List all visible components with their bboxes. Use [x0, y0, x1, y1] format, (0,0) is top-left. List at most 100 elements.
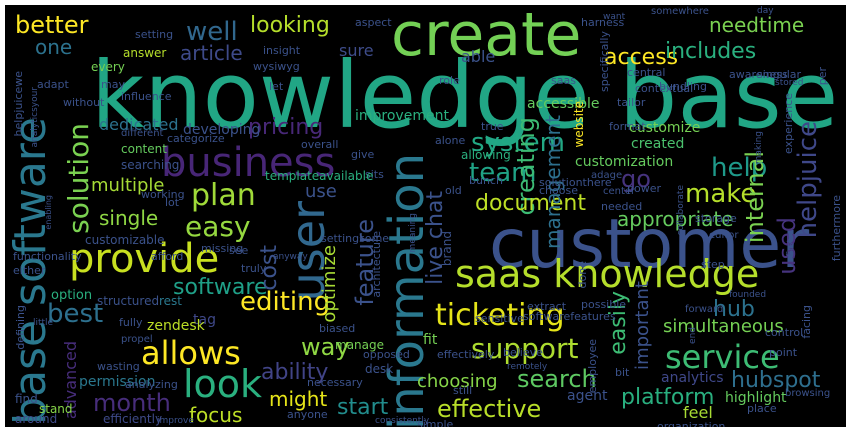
cloud-word: extract — [527, 300, 567, 313]
cloud-word: analyticsyour — [30, 87, 40, 148]
cloud-word: adage — [591, 170, 623, 181]
cloud-word: collaborate — [676, 185, 686, 236]
cloud-word: making — [754, 131, 764, 165]
cloud-word: optimize — [319, 245, 340, 323]
cloud-word: anyone — [287, 408, 328, 421]
cloud-word: setting — [135, 28, 174, 41]
cloud-word: simple — [417, 418, 454, 427]
cloud-word: old — [445, 184, 462, 197]
cloud-word: plan — [191, 178, 256, 213]
cloud-word: focus — [189, 403, 243, 427]
cloud-word: structured — [97, 294, 160, 308]
cloud-word: organization — [657, 420, 726, 427]
cloud-word: solution — [62, 123, 95, 234]
cloud-word: appropriate — [617, 207, 734, 231]
cloud-word: fully — [119, 316, 143, 329]
cloud-word: choose — [539, 184, 578, 197]
cloud-word: customizable — [85, 233, 165, 247]
cloud-word: analytics — [661, 370, 724, 386]
cloud-word: answer — [123, 46, 167, 60]
cloud-word: tag — [193, 312, 216, 328]
cloud-word: truly — [241, 262, 267, 275]
cloud-word: step — [701, 258, 725, 271]
cloud-word: furthermore — [830, 195, 843, 262]
cloud-word: employee — [586, 339, 599, 394]
cloud-word: developing — [183, 122, 261, 138]
cloud-word: center — [603, 186, 636, 197]
cloud-word: may — [101, 78, 125, 91]
cloud-word: allowing — [461, 148, 511, 162]
cloud-word: possible — [581, 298, 627, 311]
cloud-word: lot — [165, 196, 180, 209]
cloud-word: wasting — [97, 360, 140, 373]
cloud-word: important — [632, 281, 653, 370]
cloud-word: every — [91, 60, 125, 74]
cloud-word: single — [99, 206, 159, 230]
cloud-word: platform — [621, 385, 715, 410]
cloud-word: let — [269, 80, 284, 93]
cloud-word: effectively — [437, 348, 495, 361]
cloud-word: overall — [301, 138, 339, 151]
cloud-word: content — [121, 142, 167, 156]
cloud-word: somewhere — [651, 6, 709, 17]
cloud-word: knowledge base — [91, 42, 839, 149]
cloud-word: control — [765, 326, 804, 339]
cloud-word: customization — [575, 154, 674, 170]
cloud-word: start — [337, 395, 389, 420]
cloud-word: founded — [729, 290, 767, 300]
cloud-word: hub — [713, 297, 755, 322]
cloud-word: aspect — [355, 16, 392, 29]
cloud-word: either — [13, 264, 46, 277]
cloud-word: point — [769, 346, 798, 359]
cloud-word: different — [121, 128, 164, 139]
cloud-word: adapt — [37, 78, 69, 91]
cloud-word: help — [711, 153, 768, 183]
cloud-word: anyway — [273, 252, 308, 262]
cloud-word: storage — [695, 212, 737, 225]
cloud-word: better — [15, 11, 89, 39]
cloud-word: website — [572, 101, 586, 148]
cloud-word: singular — [757, 68, 802, 81]
cloud-word: templateavailable — [265, 169, 374, 183]
cloud-word: desk — [365, 362, 394, 376]
cloud-word: look — [183, 362, 263, 406]
cloud-word: month — [93, 389, 171, 417]
cloud-word: service — [665, 338, 780, 376]
cloud-word: choosing — [417, 371, 498, 392]
cloud-word: editing — [240, 287, 331, 317]
cloud-word: remotely — [507, 362, 548, 372]
cloud-word: experience — [782, 93, 795, 154]
cloud-word: brand — [440, 231, 454, 267]
cloud-word: functionality — [13, 250, 82, 263]
cloud-word: software — [173, 275, 268, 300]
cloud-word: document — [475, 191, 586, 216]
cloud-word: place — [747, 402, 777, 415]
cloud-word: multiple — [91, 175, 165, 196]
cloud-word: helpjuicewe — [12, 71, 25, 137]
cloud-word: simultaneous — [663, 316, 784, 337]
cloud-word: opposed — [363, 348, 410, 361]
cloud-word: alone — [435, 134, 466, 147]
cloud-word: central — [627, 66, 666, 79]
cloud-word: might — [269, 387, 328, 411]
cloud-word: wysiwyg — [253, 60, 300, 73]
cloud-word: believe — [503, 346, 543, 359]
cloud-word: includes — [665, 39, 757, 64]
cloud-word: easy — [185, 210, 251, 243]
cloud-word: needtime — [709, 13, 805, 37]
cloud-word: article — [180, 41, 243, 65]
cloud-word: internal — [741, 151, 769, 244]
cloud-word: agent — [567, 388, 608, 404]
cloud-word: biased — [319, 322, 356, 335]
cloud-word: contextual — [635, 82, 694, 95]
cloud-word: manage — [335, 338, 385, 352]
cloud-word: customer — [489, 205, 810, 284]
cloud-word: improvement — [355, 108, 449, 124]
cloud-word: harness — [581, 16, 625, 29]
cloud-word: bunch — [469, 174, 503, 187]
cloud-word: done — [576, 261, 589, 289]
cloud-word: defining — [14, 305, 27, 350]
cloud-word: highlight — [725, 390, 787, 406]
cloud-word: insight — [263, 44, 301, 57]
